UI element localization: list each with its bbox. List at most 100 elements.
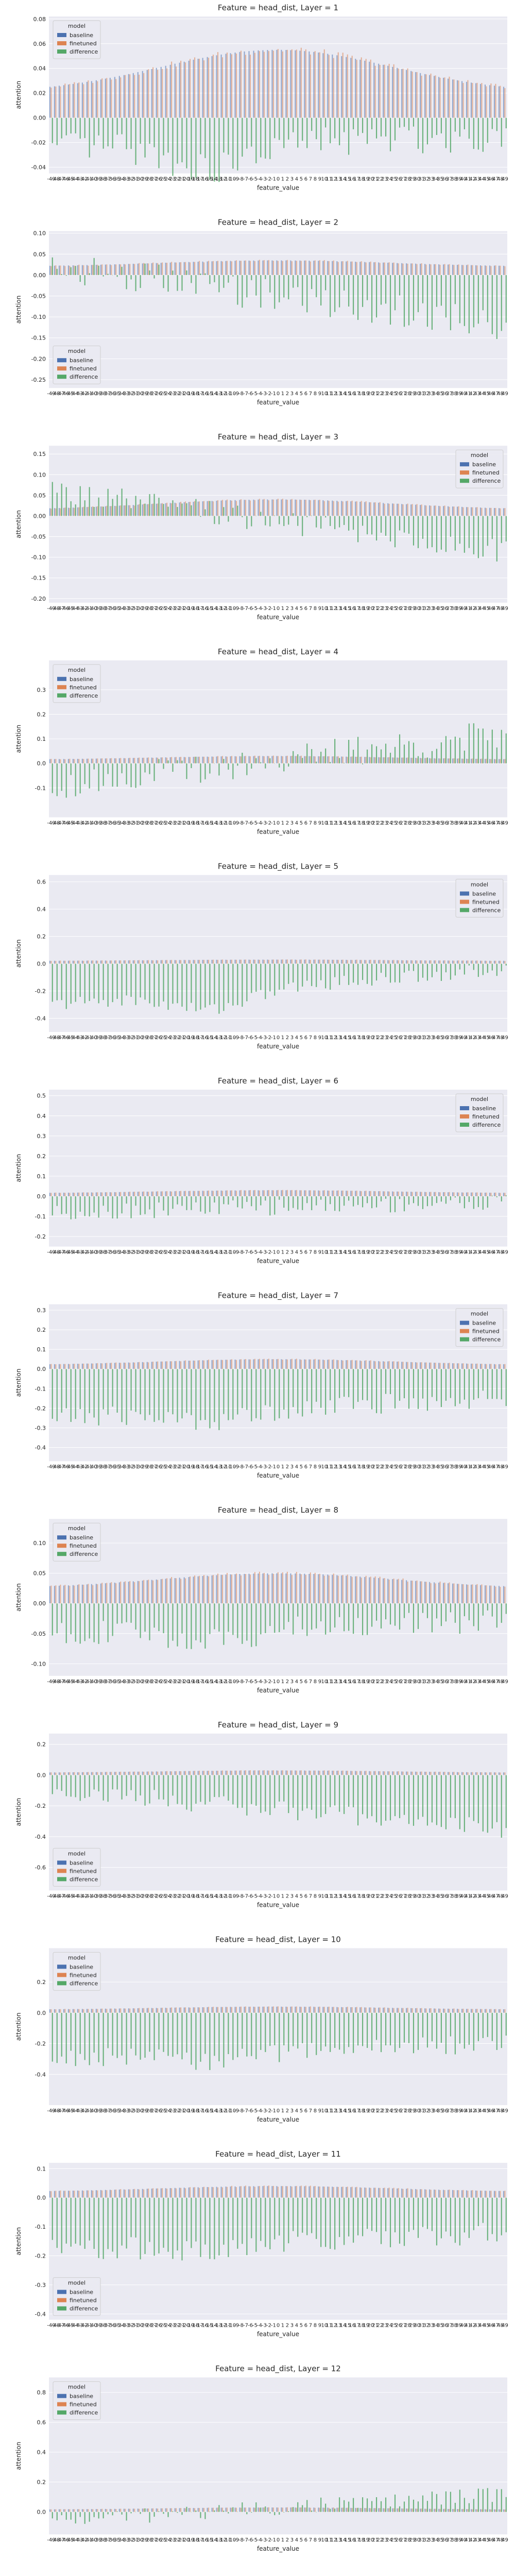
bar-baseline xyxy=(285,1573,287,1604)
bar-baseline xyxy=(448,1772,449,1775)
bar-difference xyxy=(121,2012,123,2056)
bar-difference xyxy=(385,117,387,137)
bar-difference xyxy=(436,1775,438,1825)
x-tick-label: 29 xyxy=(409,2108,416,2114)
legend-entry-difference: difference xyxy=(472,1122,501,1128)
x-tick-label: 23 xyxy=(381,820,388,826)
x-tick-label: -14 xyxy=(209,2108,217,2114)
bar-baseline xyxy=(461,506,463,516)
x-tick-label: -36 xyxy=(107,391,115,397)
bar-baseline xyxy=(415,758,417,764)
bar-finetuned xyxy=(476,1584,478,1604)
bar-baseline xyxy=(197,1771,199,1775)
bar-finetuned xyxy=(337,1770,339,1775)
bar-baseline xyxy=(271,2507,273,2512)
bar-finetuned xyxy=(319,52,320,118)
bar-finetuned xyxy=(101,2190,103,2198)
bar-finetuned xyxy=(74,2191,75,2198)
x-tick-label: -4 xyxy=(257,2108,262,2114)
x-tick-label: 33 xyxy=(427,2323,434,2329)
bar-baseline xyxy=(63,507,65,516)
x-tick-label: -26 xyxy=(153,2108,162,2114)
bar-baseline xyxy=(188,2007,190,2013)
x-tick-label: -36 xyxy=(107,2537,115,2543)
bar-baseline xyxy=(336,2007,338,2013)
x-tick-label: 24 xyxy=(386,1464,392,1470)
legend-entry-baseline: baseline xyxy=(472,1320,496,1327)
bar-baseline xyxy=(285,2006,287,2013)
x-tick-label: -12 xyxy=(218,1464,227,1470)
bar-baseline xyxy=(230,1190,231,1196)
x-tick-label: 14 xyxy=(339,1893,346,1899)
bar-difference xyxy=(362,1603,364,1635)
x-tick-label: 26 xyxy=(395,177,402,182)
panel-layer-3: Feature = head_dist, Layer = 3-0.20-0.15… xyxy=(15,432,508,621)
bar-baseline xyxy=(105,1363,106,1369)
x-tick-label: -20 xyxy=(181,1893,190,1899)
bar-difference xyxy=(242,1775,243,1808)
bar-baseline xyxy=(95,1584,97,1604)
x-tick-label: -39 xyxy=(93,606,101,612)
bar-baseline xyxy=(493,759,495,764)
bar-finetuned xyxy=(69,1586,71,1604)
x-tick-label: 48 xyxy=(497,1893,504,1899)
bar-finetuned xyxy=(125,264,126,275)
bar-baseline xyxy=(207,2187,208,2198)
bar-difference xyxy=(107,763,109,774)
bar-difference xyxy=(56,763,58,796)
bar-baseline xyxy=(86,1772,88,1775)
bar-difference xyxy=(158,963,160,1007)
x-tick-label: 32 xyxy=(423,1679,430,1685)
bar-finetuned xyxy=(425,1582,427,1604)
bar-finetuned xyxy=(388,262,390,275)
bar-finetuned xyxy=(198,261,200,275)
x-tick-label: -5 xyxy=(252,1679,258,1685)
bar-baseline xyxy=(81,2009,83,2013)
bar-baseline xyxy=(142,1192,143,1196)
x-tick-label: -4 xyxy=(257,2323,262,2329)
x-tick-label: -12 xyxy=(218,820,227,826)
bar-finetuned xyxy=(129,757,131,764)
bar-baseline xyxy=(91,2190,92,2198)
bar-finetuned xyxy=(379,757,381,764)
x-tick-label: -35 xyxy=(112,606,120,612)
bar-finetuned xyxy=(198,59,200,118)
bar-baseline xyxy=(128,505,129,516)
bar-difference xyxy=(477,2488,479,2512)
x-tick-label: -41 xyxy=(84,1250,92,1256)
panel-layer-2: Feature = head_dist, Layer = 2-0.25-0.20… xyxy=(15,218,508,406)
x-tick-label: 16 xyxy=(349,177,355,182)
bar-baseline xyxy=(54,759,56,764)
bar-difference xyxy=(251,275,252,280)
legend-entry-baseline: baseline xyxy=(472,461,496,468)
bar-finetuned xyxy=(106,264,108,275)
bar-difference xyxy=(191,763,192,768)
y-tick-label: 0.0 xyxy=(37,1772,46,1778)
bar-finetuned xyxy=(263,1359,265,1369)
bar-difference xyxy=(482,516,484,557)
bar-difference xyxy=(440,1369,442,1408)
x-tick-label: -13 xyxy=(214,2108,222,2114)
bar-baseline xyxy=(49,1364,51,1369)
x-tick-label: -47 xyxy=(56,1893,64,1899)
bar-baseline xyxy=(81,265,83,275)
panel-title: Feature = head_dist, Layer = 10 xyxy=(215,1935,341,1944)
bar-baseline xyxy=(211,501,213,516)
bar-difference xyxy=(186,963,187,1011)
bar-difference xyxy=(130,2012,132,2049)
bar-finetuned xyxy=(481,2009,483,2013)
bar-finetuned xyxy=(310,1771,311,1775)
bar-finetuned xyxy=(449,1772,450,1775)
bar-difference xyxy=(56,1196,58,1206)
bar-finetuned xyxy=(398,503,399,516)
y-tick-label: -0.4 xyxy=(35,2071,46,2078)
bar-difference xyxy=(380,117,382,137)
x-tick-label: 18 xyxy=(358,2108,365,2114)
bar-finetuned xyxy=(305,2185,306,2198)
x-tick-label: -5 xyxy=(252,820,258,826)
bar-finetuned xyxy=(115,1772,117,1775)
bar-finetuned xyxy=(208,261,210,275)
x-tick-label: -3 xyxy=(262,1679,267,1685)
x-tick-label: -6 xyxy=(248,1679,253,1685)
x-tick-label: -11 xyxy=(223,2108,231,2114)
